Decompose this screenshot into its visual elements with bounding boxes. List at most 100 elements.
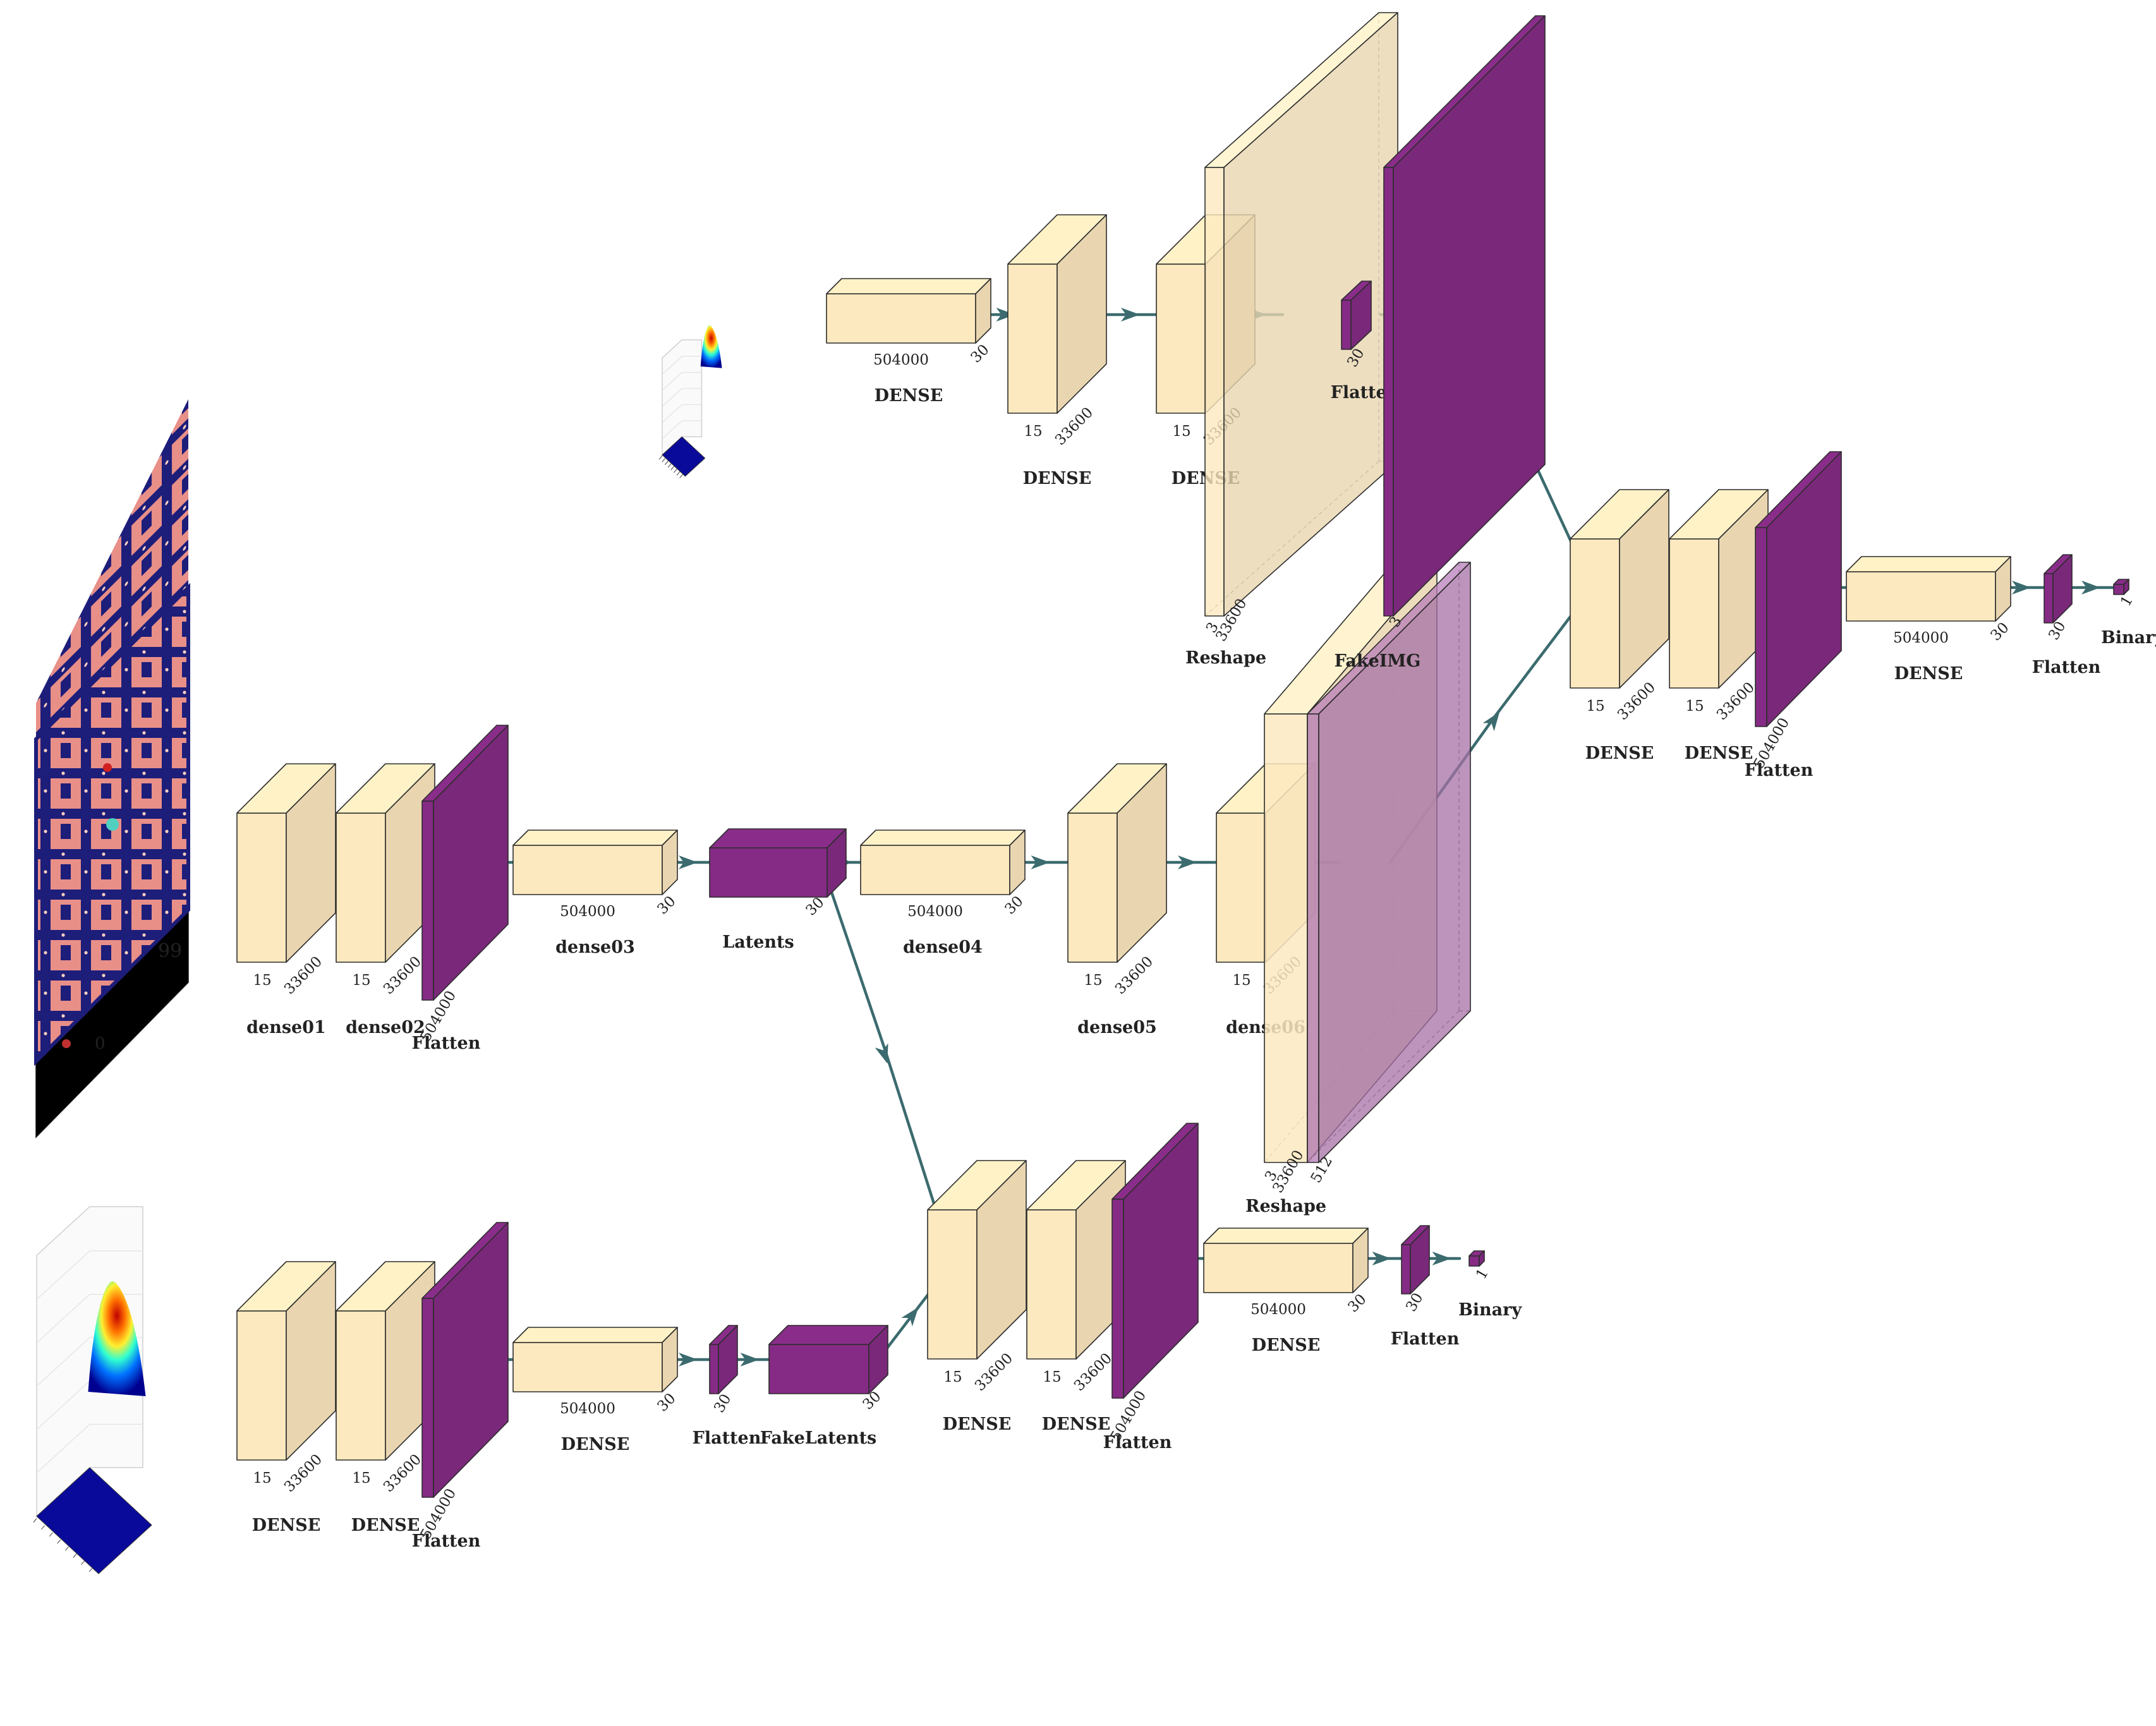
- ghost: [106, 818, 119, 831]
- front-face: [1341, 299, 1352, 350]
- dense03-block: dense03 504000 30: [512, 830, 679, 957]
- side-face: [2052, 554, 2073, 624]
- disc-dense3-block: DENSE 504000 30: [1846, 556, 2013, 684]
- gaussian-peak: [700, 325, 722, 368]
- side-face: [433, 1222, 509, 1498]
- top-face: [709, 828, 847, 848]
- arrow-head: [2081, 581, 2100, 594]
- reshape-label-ae: Reshape: [1245, 1197, 1326, 1216]
- side-face: [1318, 562, 1471, 1163]
- arrow-head: [2012, 581, 2031, 594]
- layer-label: DENSE: [351, 1516, 420, 1535]
- side-face: [662, 830, 678, 895]
- dim-label-1: 15: [1024, 423, 1042, 440]
- arrow-head: [901, 1307, 919, 1327]
- cherry: [62, 1039, 71, 1048]
- layer-label: Binary: [1458, 1300, 1522, 1320]
- layer-label: FakeLatents: [760, 1428, 877, 1448]
- top-face: [512, 1327, 678, 1343]
- front-face: [1007, 263, 1058, 414]
- front-face: [1067, 812, 1118, 963]
- side-face: [286, 763, 336, 963]
- dim-label-1: 504000: [560, 903, 615, 920]
- top-face: [512, 830, 678, 846]
- front-face: [421, 800, 434, 1001]
- side-face: [433, 725, 509, 1001]
- layer-label: Binary: [2101, 628, 2156, 648]
- side-face: [662, 1327, 678, 1392]
- dim-label-1: 504000: [873, 352, 929, 368]
- dim-label-1: 30: [803, 895, 828, 919]
- dim-label-2: 30: [1345, 1291, 1370, 1316]
- top-face: [860, 830, 1026, 846]
- reshape-label-gen: Reshape: [1185, 648, 1266, 668]
- front-face: [1570, 538, 1620, 689]
- dim-label-1: 15: [1172, 423, 1190, 440]
- dim-label-1: 1: [2117, 593, 2136, 610]
- side-face: [1995, 556, 2011, 622]
- front-face: [1264, 713, 1308, 1163]
- layer-label: Flatten: [412, 1531, 481, 1551]
- layer-label: DENSE: [1042, 1415, 1111, 1434]
- side-face: [718, 1325, 738, 1394]
- arrow-head: [875, 1043, 888, 1064]
- ld-binary-block: Binary 1: [1458, 1250, 1522, 1320]
- noise-surface-plot-bottom: [33, 1206, 152, 1574]
- side-face: [1117, 763, 1167, 963]
- layer-label: DENSE: [1252, 1336, 1321, 1355]
- front-face: [860, 845, 1010, 895]
- surface-base: [36, 1467, 152, 1574]
- side-face: [1123, 1123, 1199, 1399]
- top-face: [768, 1325, 888, 1345]
- arrow-head: [1121, 308, 1140, 322]
- side-face: [1350, 281, 1372, 350]
- front-face: [709, 1344, 719, 1394]
- dim-label-1: 15: [1084, 972, 1102, 989]
- side-face: [1619, 489, 1669, 689]
- side-face: [1479, 1250, 1485, 1267]
- lg-flatten2-block: Flatten 30: [693, 1325, 761, 1448]
- fakeimg-block: 3: [1383, 15, 1546, 630]
- dim-label-2: 30: [655, 1391, 679, 1415]
- front-face: [1307, 713, 1319, 1163]
- dim-label-1: 15: [352, 1470, 370, 1487]
- front-face: [1026, 1209, 1077, 1360]
- latents-block: Latents 30: [709, 828, 847, 952]
- dim-label-1: 15: [1586, 698, 1604, 715]
- layer-label: DENSE: [875, 386, 943, 406]
- layer-label: Flatten: [1391, 1329, 1460, 1349]
- front-face: [1216, 812, 1266, 963]
- front-face: [1111, 1198, 1124, 1399]
- top-face: [1846, 556, 2011, 572]
- layer-label: DENSE: [561, 1435, 630, 1454]
- dim-label-1: 15: [1685, 698, 1704, 715]
- front-face: [1383, 167, 1394, 617]
- dim-label-2: 30: [655, 893, 679, 918]
- arrow-head: [1482, 711, 1500, 732]
- arrow-head: [1432, 1252, 1451, 1265]
- lg-dense3-block: DENSE 504000 30: [512, 1327, 679, 1454]
- side-face: [976, 1160, 1027, 1360]
- reshape-overlay-ae: [1307, 562, 1471, 1163]
- dim-label-2: 30: [1988, 620, 2013, 644]
- arrow-head: [679, 1353, 698, 1367]
- dim-label-2: 30: [1002, 893, 1027, 918]
- disc-binary-block: Binary 1: [2101, 579, 2156, 648]
- front-face: [768, 1344, 869, 1394]
- dense04-block: dense04 504000 30: [860, 830, 1027, 957]
- layer-label: DENSE: [943, 1415, 1012, 1434]
- front-face: [1401, 1244, 1411, 1294]
